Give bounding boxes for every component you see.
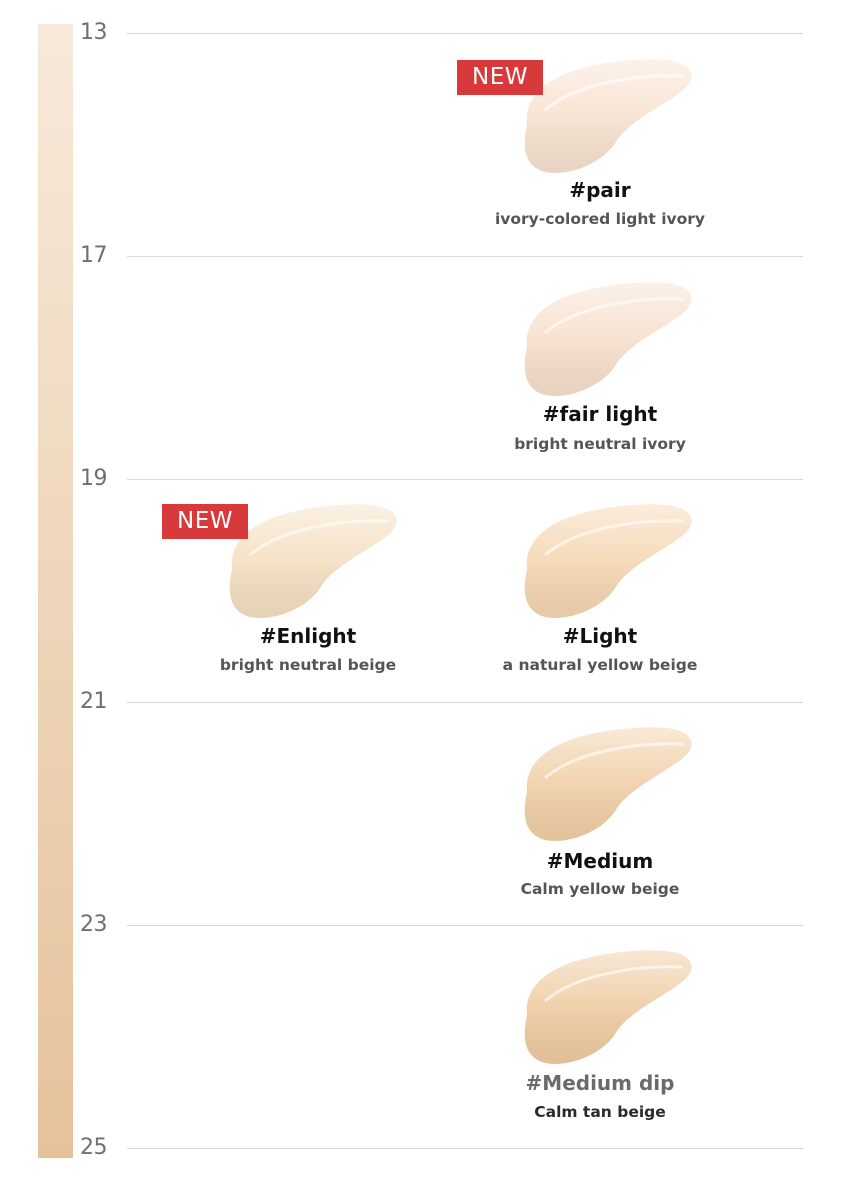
scale-tick-13: 13 (80, 20, 108, 45)
swatch-medium (515, 720, 695, 850)
gridline-17 (127, 256, 803, 257)
shade-desc-fair-light: bright neutral ivory (514, 435, 686, 453)
gridline-25 (127, 1148, 803, 1149)
scale-tick-17: 17 (80, 243, 108, 268)
shade-name-medium-dip: #Medium dip (525, 1071, 675, 1095)
scale-tick-21: 21 (80, 689, 108, 714)
swatch-light (515, 497, 695, 627)
swatch-fair-light (515, 275, 695, 405)
shade-name-fair-light: #fair light (542, 402, 658, 426)
swatch-medium-dip (515, 943, 695, 1073)
shade-name-light: #Light (562, 624, 638, 648)
gridline-13 (127, 33, 803, 34)
swatch-pair (515, 52, 695, 182)
shade-name-pair: #pair (569, 178, 631, 202)
shade-desc-enlight: bright neutral beige (219, 656, 397, 674)
shade-desc-medium: Calm yellow beige (520, 880, 680, 898)
gridline-23 (127, 925, 803, 926)
shade-name-medium: #Medium (546, 849, 654, 873)
scale-tick-25: 25 (80, 1135, 108, 1160)
swatch-enlight (220, 497, 400, 627)
shade-desc-medium-dip: Calm tan beige (534, 1103, 666, 1121)
shade-desc-light: a natural yellow beige (502, 656, 698, 674)
gridline-21 (127, 702, 803, 703)
shade-name-enlight: #Enlight (259, 624, 357, 648)
shade-desc-pair: ivory-colored light ivory (494, 210, 706, 228)
gridline-19 (127, 479, 803, 480)
scale-tick-19: 19 (80, 466, 108, 491)
new-badge-enlight: NEW (162, 504, 248, 539)
shade-gradient-bar (38, 24, 73, 1158)
scale-tick-23: 23 (80, 912, 108, 937)
new-badge-pair: NEW (457, 60, 543, 95)
